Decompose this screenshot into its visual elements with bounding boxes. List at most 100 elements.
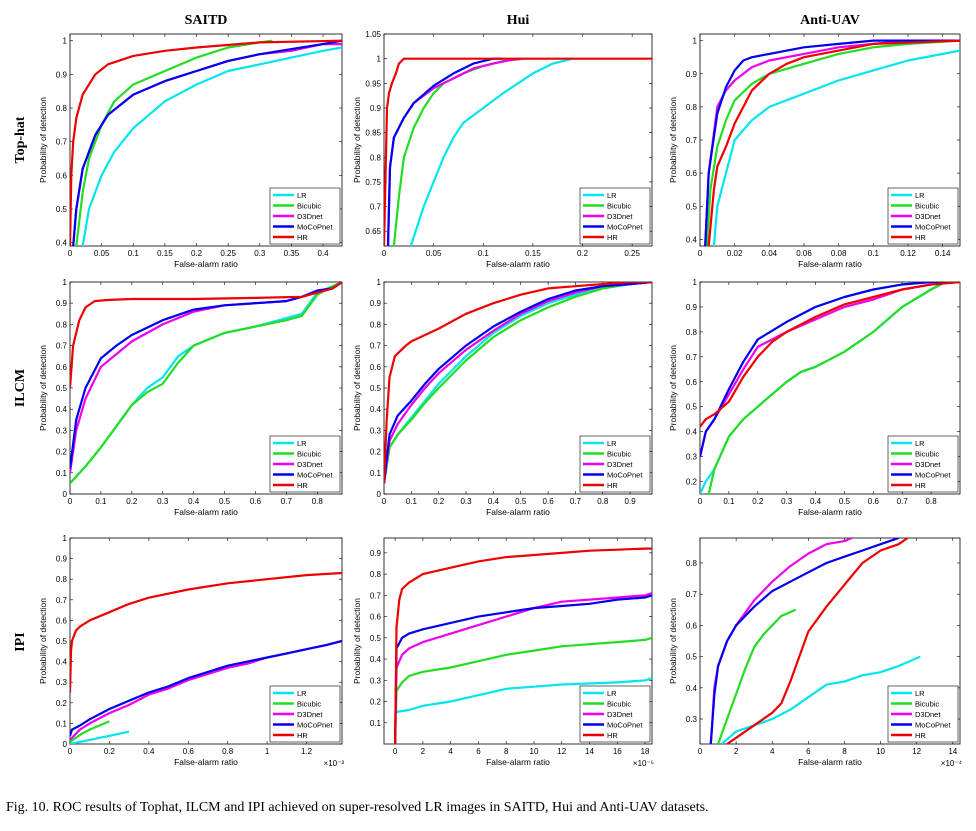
x-tick-label: 10 bbox=[876, 747, 885, 756]
x-tick-label: 12 bbox=[912, 747, 921, 756]
x-tick-label: 0.04 bbox=[762, 249, 778, 258]
legend-label: LR bbox=[607, 689, 617, 698]
x-tick-label: 0.4 bbox=[188, 497, 200, 506]
x-tick-label: 0.8 bbox=[597, 497, 609, 506]
x-tick-label: 0.7 bbox=[281, 497, 293, 506]
y-tick-label: 0.5 bbox=[686, 202, 698, 211]
y-tick-label: 0.3 bbox=[56, 426, 68, 435]
x-tick-label: 0.2 bbox=[577, 249, 589, 258]
x-tick-label: 0.9 bbox=[625, 497, 637, 506]
x-tick-label: 0.4 bbox=[488, 497, 500, 506]
series-line-hr bbox=[70, 39, 342, 246]
roc-panel-tophat-hui: 0 0.05 0.1 0.15 0.2 0.25 0.65 0.7 0.75 0.8 0.85 0.9… bbox=[352, 30, 653, 269]
legend-label: LR bbox=[607, 439, 617, 448]
y-tick-label: 0.1 bbox=[56, 469, 68, 478]
x-tick-label: 0.2 bbox=[104, 747, 116, 756]
legend-label: Bicubic bbox=[297, 699, 321, 708]
x-tick-label: 0.1 bbox=[868, 249, 880, 258]
y-tick-label: 1 bbox=[377, 278, 382, 287]
x-tick-label: 0.05 bbox=[94, 249, 110, 258]
legend-label: HR bbox=[297, 481, 308, 490]
legend-label: HR bbox=[915, 731, 926, 740]
series-line-lr bbox=[409, 57, 573, 246]
legend-label: Bicubic bbox=[607, 449, 631, 458]
y-tick-label: 1.05 bbox=[365, 30, 381, 39]
x-tick-label: 0 bbox=[698, 747, 703, 756]
y-tick-label: 0.5 bbox=[56, 205, 68, 214]
legend-label: MoCoPnet bbox=[297, 222, 333, 231]
x-tick-label: 0.4 bbox=[143, 747, 155, 756]
y-tick-label: 0.8 bbox=[370, 320, 382, 329]
x-tick-label: 0.6 bbox=[868, 497, 880, 506]
x-tick-label: 8 bbox=[504, 747, 509, 756]
legend-label: HR bbox=[607, 233, 618, 242]
legend-label: HR bbox=[607, 731, 618, 740]
x-tick-label: 0 bbox=[382, 497, 387, 506]
roc-panel-ipi-hui: 0 2 4 6 8 10 12 14 16 18 0.1 0.2 0.3 0.4 0.5 0.6 0.7 0.8 0… bbox=[352, 537, 654, 768]
x-tick-label: 0.2 bbox=[752, 497, 764, 506]
x-tick-label: 0.2 bbox=[126, 497, 138, 506]
x-tick-label: 0.8 bbox=[926, 497, 938, 506]
x-tick-label: 4 bbox=[770, 747, 775, 756]
y-tick-label: 0.8 bbox=[56, 320, 68, 329]
x-tick-label: 0 bbox=[393, 747, 398, 756]
y-tick-label: 0.7 bbox=[370, 203, 382, 212]
y-tick-label: 0.95 bbox=[365, 79, 381, 88]
legend-label: HR bbox=[297, 233, 308, 242]
x-tick-label: 1.2 bbox=[301, 747, 313, 756]
legend-label: D3Dnet bbox=[297, 460, 323, 469]
x-tick-label: 0.8 bbox=[222, 747, 234, 756]
x-axis-exponent: ×10⁻⁴ bbox=[941, 759, 963, 768]
y-tick-label: 0.2 bbox=[56, 699, 68, 708]
x-tick-label: 0.2 bbox=[191, 249, 203, 258]
x-tick-label: 8 bbox=[842, 747, 847, 756]
series-line-hr bbox=[726, 538, 909, 744]
y-tick-label: 1 bbox=[63, 37, 68, 46]
y-tick-label: 1 bbox=[693, 37, 698, 46]
legend-label: MoCoPnet bbox=[915, 222, 951, 231]
y-tick-label: 0.9 bbox=[686, 303, 698, 312]
y-tick-label: 1 bbox=[63, 534, 68, 543]
x-tick-label: 0.1 bbox=[406, 497, 418, 506]
x-tick-label: 0.3 bbox=[781, 497, 793, 506]
series-line-mocopnet bbox=[72, 39, 342, 246]
y-tick-label: 0.4 bbox=[370, 405, 382, 414]
legend-label: LR bbox=[297, 689, 307, 698]
y-tick-label: 0.7 bbox=[56, 138, 68, 147]
y-tick-label: 0.8 bbox=[56, 575, 68, 584]
x-tick-label: 0.6 bbox=[250, 497, 262, 506]
y-axis-label: Probability of detection bbox=[38, 97, 48, 183]
y-tick-label: 0.2 bbox=[370, 448, 382, 457]
series-line-lr bbox=[70, 730, 130, 744]
y-tick-label: 0.4 bbox=[56, 658, 68, 667]
x-tick-label: 14 bbox=[585, 747, 594, 756]
y-tick-label: 0.8 bbox=[686, 103, 698, 112]
y-tick-label: 0.7 bbox=[686, 136, 698, 145]
y-tick-label: 0.9 bbox=[370, 549, 382, 558]
legend-label: HR bbox=[297, 731, 308, 740]
y-tick-label: 0.7 bbox=[370, 591, 382, 600]
row-title: ILCM bbox=[13, 369, 28, 407]
x-tick-label: 0.5 bbox=[219, 497, 231, 506]
legend-label: D3Dnet bbox=[915, 212, 941, 221]
x-tick-label: 6 bbox=[476, 747, 481, 756]
y-tick-label: 0.9 bbox=[56, 299, 68, 308]
y-axis-label: Probability of detection bbox=[38, 598, 48, 684]
legend-label: MoCoPnet bbox=[607, 470, 643, 479]
series-line-bicubic bbox=[70, 282, 342, 485]
y-axis-label: Probability of detection bbox=[668, 97, 678, 183]
x-tick-label: 0.1 bbox=[478, 249, 490, 258]
y-tick-label: 0.2 bbox=[370, 698, 382, 707]
legend-label: Bicubic bbox=[297, 201, 321, 210]
legend-label: Bicubic bbox=[915, 201, 939, 210]
x-axis-exponent: ×10⁻⁵ bbox=[633, 759, 654, 768]
y-tick-label: 1 bbox=[693, 278, 698, 287]
y-axis-label: Probability of detection bbox=[352, 598, 362, 684]
x-tick-label: 6 bbox=[806, 747, 811, 756]
y-tick-label: 0.3 bbox=[370, 676, 382, 685]
y-tick-label: 0.1 bbox=[370, 719, 382, 728]
legend-label: Bicubic bbox=[915, 699, 939, 708]
